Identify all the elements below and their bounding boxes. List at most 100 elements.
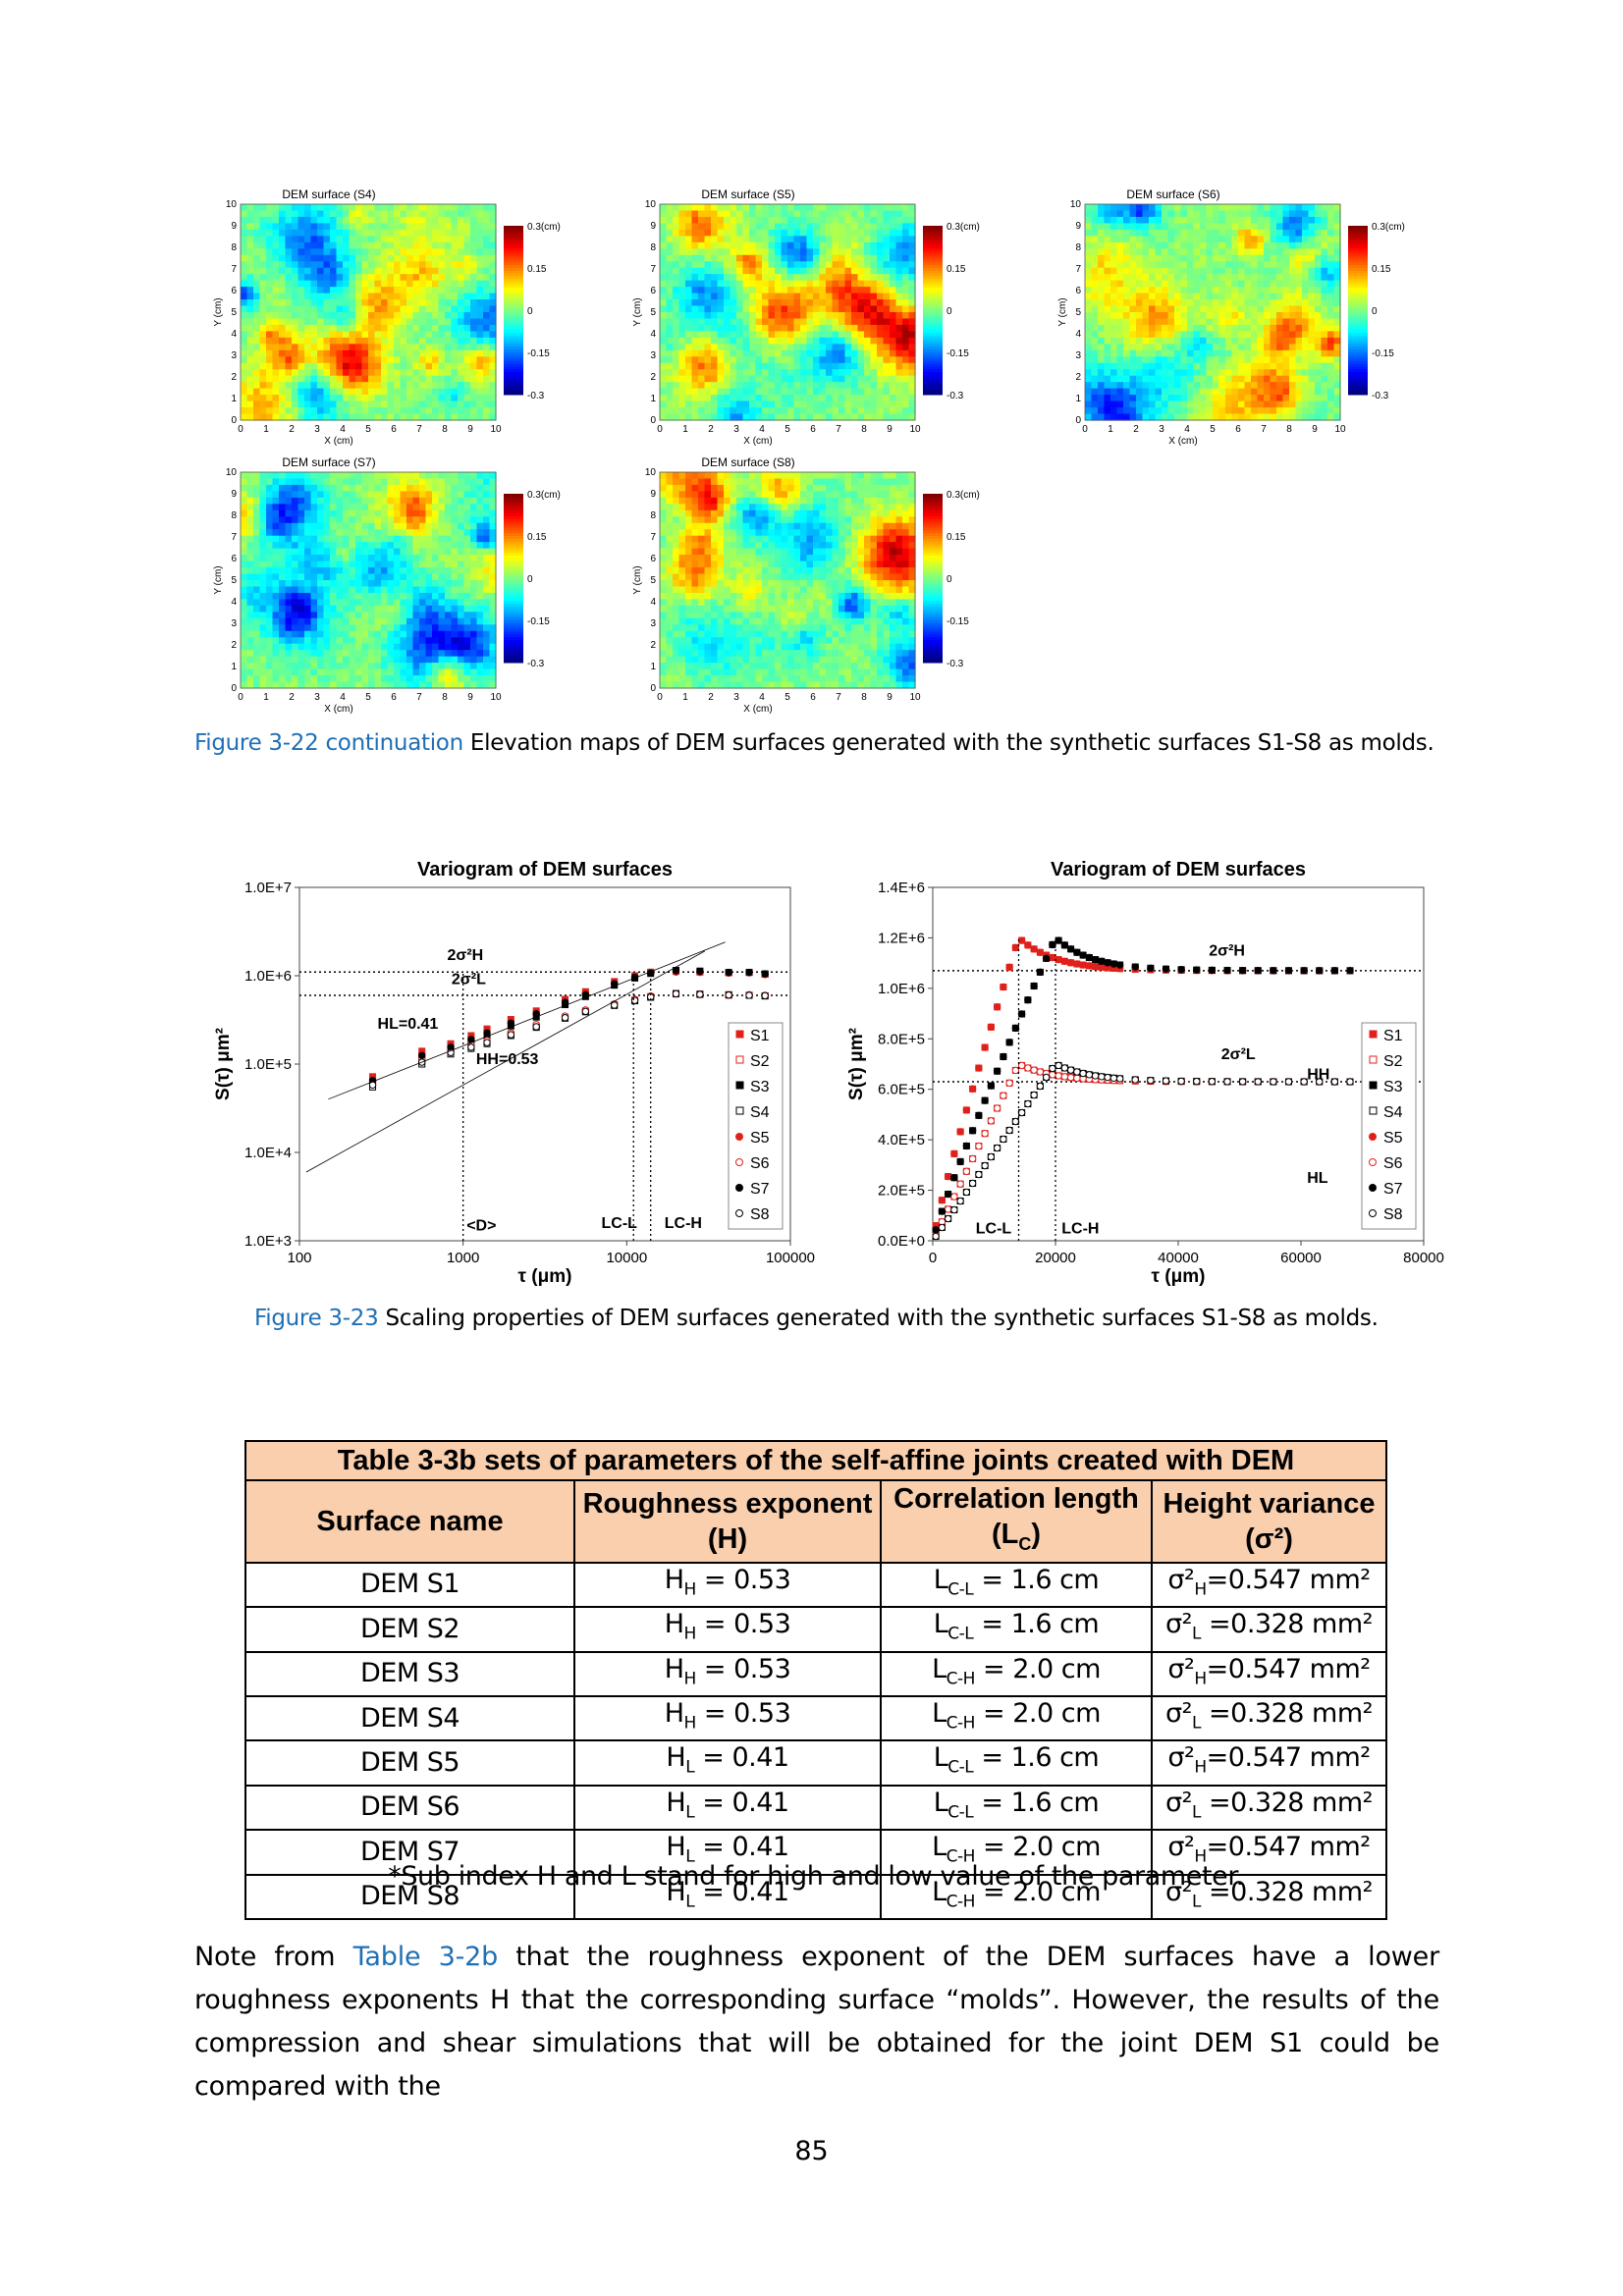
data-point — [1109, 960, 1118, 968]
legend-label: S3 — [1383, 1079, 1403, 1095]
colorbar-label: 0.15 — [1372, 264, 1391, 275]
figure-3-23-ref[interactable]: Figure 3-23 — [254, 1306, 379, 1331]
map-y-tick: 7 — [1075, 264, 1081, 275]
map-y-tick: 1 — [650, 394, 656, 404]
map-y-tick: 9 — [231, 489, 237, 500]
page-number: 85 — [794, 2136, 829, 2166]
data-point — [932, 1232, 940, 1241]
legend-label: S1 — [1383, 1028, 1403, 1044]
map-x-tick: 4 — [1184, 424, 1190, 435]
map-x-tick: 4 — [340, 692, 346, 703]
figure-3-22-ref[interactable]: Figure 3-22 continuation — [194, 730, 463, 756]
map-y-tick: 6 — [1075, 286, 1081, 296]
legend-marker — [1369, 1184, 1377, 1192]
table-row: DEM S1 HH = 0.53 LC-L = 1.6 cm σ²H=0.547 mm… — [244, 1561, 1387, 1609]
data-point — [1223, 966, 1231, 975]
data-point — [1042, 954, 1051, 963]
legend-label: S5 — [750, 1130, 770, 1147]
map-x-tick: 2 — [289, 692, 295, 703]
data-point — [975, 1170, 983, 1179]
map-y-label: Y (cm) — [632, 297, 643, 326]
x-tick-label: 20000 — [1035, 1250, 1076, 1266]
map-y-tick: 9 — [1075, 221, 1081, 232]
table-row: DEM S5 HL = 0.41 LC-L = 1.6 cm σ²H=0.547 mm… — [244, 1739, 1387, 1787]
map-y-tick: 2 — [650, 372, 656, 383]
data-point — [1066, 945, 1075, 953]
cell-variance: σ²L =0.328 mm² — [1151, 1694, 1387, 1742]
y-tick-label: 1.0E+7 — [244, 880, 292, 896]
colorbar-label: -0.15 — [527, 348, 550, 359]
map-x-tick: 1 — [682, 692, 688, 703]
data-point — [1177, 966, 1185, 974]
map-x-tick: 7 — [416, 692, 422, 703]
data-point — [938, 1196, 947, 1204]
data-point — [962, 1188, 971, 1197]
data-point — [950, 1149, 958, 1158]
data-point — [987, 1117, 996, 1125]
chart-annotation: HH — [1307, 1066, 1329, 1083]
map-y-tick: 8 — [231, 242, 237, 253]
data-point — [1147, 964, 1155, 973]
data-point — [1131, 963, 1139, 971]
chart-annotation: LC-H — [665, 1215, 702, 1232]
map-title: DEM surface (S8) — [701, 455, 794, 469]
figure-3-22-caption-text: Elevation maps of DEM surfaces generated… — [462, 730, 1434, 756]
table-row: DEM S7 HL = 0.41 LC-H = 2.0 cm σ²H=0.547 mm… — [244, 1829, 1387, 1876]
legend-label: S8 — [1383, 1206, 1403, 1223]
data-point — [1049, 940, 1056, 949]
map-y-tick: 8 — [650, 510, 656, 521]
data-point — [672, 967, 680, 975]
chart-annotation: LC-L — [976, 1220, 1012, 1237]
cell-roughness: HH = 0.53 — [573, 1561, 882, 1609]
data-point — [745, 968, 753, 977]
chart-annotation: LC-L — [602, 1215, 638, 1232]
data-point — [1284, 967, 1293, 975]
heatmap-cells — [660, 472, 916, 689]
data-point — [1005, 1039, 1013, 1046]
data-point — [1011, 1024, 1020, 1033]
map-y-tick: 5 — [1075, 307, 1081, 318]
map-x-label: X (cm) — [324, 436, 352, 447]
map-x-label: X (cm) — [1168, 436, 1197, 447]
map-title: DEM surface (S7) — [282, 455, 375, 469]
y-tick-label: 2.0E+5 — [878, 1183, 925, 1200]
data-point — [1024, 941, 1032, 949]
map-x-tick: 7 — [416, 424, 422, 435]
legend-marker — [735, 1081, 744, 1090]
data-point — [1208, 1078, 1217, 1086]
map-x-tick: 7 — [836, 424, 841, 435]
data-point — [1079, 1069, 1087, 1078]
map-y-tick: 8 — [231, 510, 237, 521]
data-point — [1017, 1061, 1026, 1070]
legend-marker — [735, 1030, 744, 1039]
map-x-tick: 5 — [784, 424, 790, 435]
data-point — [1131, 1076, 1139, 1084]
legend-marker — [1369, 1055, 1378, 1064]
map-x-tick: 10 — [909, 692, 921, 703]
legend-marker — [1369, 1030, 1378, 1039]
y-tick-label: 8.0E+5 — [878, 1031, 925, 1047]
elevation-map: DEM surface (S6)001122334455667788991010… — [1057, 187, 1405, 447]
colorbar-label: -0.3 — [1372, 391, 1389, 401]
data-point — [1030, 982, 1038, 990]
y-tick-label: 1.4E+6 — [878, 880, 925, 896]
data-point — [987, 1152, 996, 1161]
map-x-tick: 8 — [442, 424, 448, 435]
data-point — [987, 1082, 996, 1090]
data-point — [1300, 967, 1308, 975]
data-point — [1177, 1077, 1185, 1086]
variogram-linear-chart: Variogram of DEM surfaces 0 20000 40000 6000… — [846, 859, 1444, 1287]
map-y-tick: 5 — [231, 575, 237, 586]
data-point — [1284, 1078, 1293, 1086]
map-x-tick: 2 — [289, 424, 295, 435]
data-point — [987, 1023, 996, 1032]
data-point — [1085, 953, 1094, 962]
map-x-tick: 3 — [733, 692, 739, 703]
data-point — [1036, 1082, 1045, 1091]
map-y-tick: 10 — [226, 467, 238, 478]
table-3-2b-link[interactable]: Table 3-2b — [352, 1942, 499, 1972]
cell-variance: σ²L =0.328 mm² — [1151, 1873, 1387, 1920]
data-point — [1049, 1071, 1056, 1079]
data-point — [1030, 1091, 1038, 1099]
legend-label: S2 — [750, 1053, 770, 1070]
